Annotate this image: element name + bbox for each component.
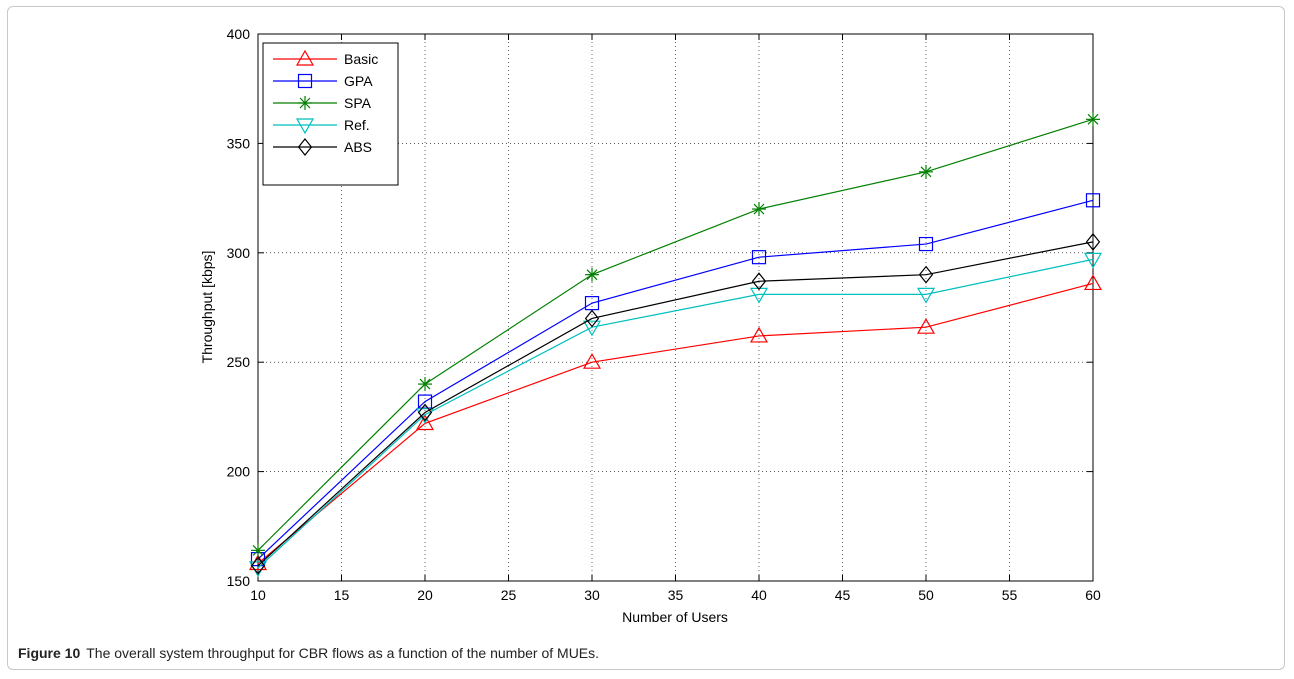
series-abs — [250, 232, 1101, 575]
data-point-basic — [749, 326, 769, 343]
data-point-basic — [1083, 274, 1103, 291]
data-point-spa — [752, 202, 766, 217]
series-spa — [251, 112, 1100, 558]
x-tick-label: 20 — [417, 587, 433, 603]
y-axis-ticks: 150 200 250 300 350 400 — [227, 26, 1093, 589]
legend-entry-basic: Basic — [273, 49, 378, 67]
data-point-abs — [751, 272, 767, 291]
x-axis-label: Number of Users — [622, 609, 728, 625]
data-point-spa — [251, 543, 265, 558]
y-tick-label: 150 — [227, 573, 251, 589]
x-tick-label: 40 — [751, 587, 767, 603]
x-tick-label: 35 — [668, 587, 684, 603]
figure-caption: Figure 10 The overall system throughput f… — [18, 645, 599, 661]
x-tick-label: 45 — [835, 587, 851, 603]
y-tick-label: 350 — [227, 135, 251, 151]
data-point-abs — [1085, 232, 1101, 251]
series-line-abs — [257, 241, 1094, 567]
data-point-ref — [916, 287, 936, 304]
data-point-spa — [1086, 112, 1100, 127]
data-point-abs — [250, 556, 266, 575]
legend-label-spa: SPA — [344, 95, 372, 111]
y-tick-label: 200 — [227, 464, 251, 480]
data-point-spa — [418, 377, 432, 392]
x-tick-label: 15 — [334, 587, 350, 603]
data-point-basic — [415, 414, 435, 431]
data-point-gpa — [751, 250, 767, 265]
x-tick-label: 60 — [1085, 587, 1101, 603]
series-ref — [248, 252, 1103, 578]
legend-marker-abs — [297, 138, 313, 156]
data-point-gpa — [918, 236, 934, 252]
x-tick-label: 55 — [1002, 587, 1018, 603]
legend-marker-gpa — [297, 73, 313, 89]
legend-entry-abs: ABS — [273, 138, 372, 156]
legend-entry-gpa: GPA — [273, 73, 373, 89]
caption-text: The overall system throughput for CBR fl… — [86, 645, 600, 661]
data-point-ref — [1083, 252, 1103, 269]
line-chart: 10 15 20 25 30 35 40 45 50 55 60 150 200 250 300 350 40… — [199, 26, 1103, 625]
y-axis-label: Throughput [kbps] — [199, 251, 215, 364]
legend-label-basic: Basic — [344, 51, 378, 67]
x-tick-label: 10 — [250, 587, 266, 603]
series-line-spa — [257, 118, 1094, 551]
data-point-ref — [582, 320, 602, 337]
y-tick-label: 300 — [227, 245, 251, 261]
legend-box — [262, 42, 399, 186]
legend-marker-spa — [298, 96, 312, 110]
legend-label-ref: Ref. — [344, 117, 370, 133]
series-line-ref — [257, 258, 1094, 569]
legend-marker-ref — [295, 118, 315, 135]
y-tick-label: 400 — [227, 26, 251, 42]
x-tick-label: 25 — [501, 587, 517, 603]
data-point-gpa — [417, 394, 433, 409]
data-point-spa — [585, 267, 599, 282]
data-point-abs — [918, 265, 934, 284]
y-tick-label: 250 — [227, 354, 251, 370]
x-tick-label: 30 — [584, 587, 600, 603]
x-axis-ticks: 10 15 20 25 30 35 40 45 50 55 60 — [250, 34, 1101, 603]
series-line-basic — [257, 282, 1094, 564]
data-point-spa — [919, 164, 933, 179]
legend: Basic GPA SPA Ref. ABS — [262, 42, 399, 186]
legend-marker-basic — [295, 49, 315, 66]
x-tick-label: 50 — [918, 587, 934, 603]
data-point-basic — [916, 317, 936, 334]
legend-label-gpa: GPA — [344, 73, 373, 89]
data-point-gpa — [1085, 193, 1101, 208]
data-point-abs — [417, 403, 433, 422]
legend-entry-ref: Ref. — [273, 117, 370, 135]
data-point-abs — [584, 309, 600, 328]
legend-label-abs: ABS — [344, 139, 372, 155]
data-point-basic — [582, 352, 602, 369]
caption-label: Figure 10 — [18, 645, 81, 661]
series-line-gpa — [257, 199, 1094, 560]
legend-entry-spa: SPA — [273, 95, 372, 111]
series-group — [248, 112, 1103, 578]
